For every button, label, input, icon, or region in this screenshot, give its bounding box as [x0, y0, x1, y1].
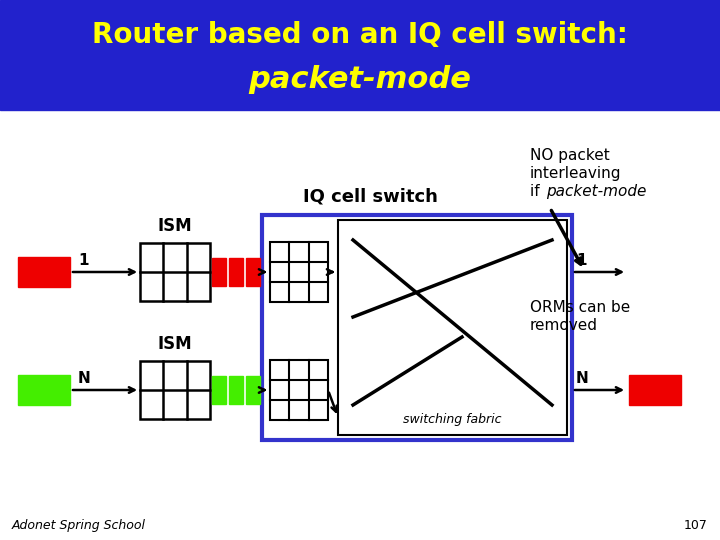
Bar [270, 360, 328, 420]
Bar [140, 243, 210, 301]
Text: Adonet Spring School: Adonet Spring School [12, 519, 146, 532]
Text: N: N [576, 371, 589, 386]
Bar [18, 375, 70, 405]
Text: ISM: ISM [158, 217, 192, 235]
Text: N: N [78, 371, 91, 386]
Text: NO packet: NO packet [530, 148, 610, 163]
Text: 1: 1 [78, 253, 89, 268]
Text: packet-mode: packet-mode [248, 65, 472, 94]
Text: 1: 1 [576, 253, 587, 268]
Bar [212, 258, 226, 286]
Bar [229, 258, 243, 286]
Bar [246, 258, 260, 286]
Bar [262, 215, 572, 440]
Text: if: if [530, 184, 544, 199]
Text: removed: removed [530, 318, 598, 333]
Bar [270, 242, 328, 302]
Text: Router based on an IQ cell switch:: Router based on an IQ cell switch: [92, 21, 628, 49]
Text: switching fabric: switching fabric [403, 414, 502, 427]
Bar [0, 0, 720, 110]
Text: ISM: ISM [158, 335, 192, 353]
Bar [229, 376, 243, 404]
Text: IQ cell switch: IQ cell switch [303, 187, 438, 205]
Bar [338, 220, 567, 435]
Text: packet-mode: packet-mode [546, 184, 647, 199]
Bar [212, 376, 226, 404]
Text: interleaving: interleaving [530, 166, 621, 181]
Text: ORMs can be: ORMs can be [530, 300, 630, 315]
Bar [629, 375, 681, 405]
Bar [140, 361, 210, 419]
Bar [246, 376, 260, 404]
Bar [18, 257, 70, 287]
Text: 107: 107 [684, 519, 708, 532]
